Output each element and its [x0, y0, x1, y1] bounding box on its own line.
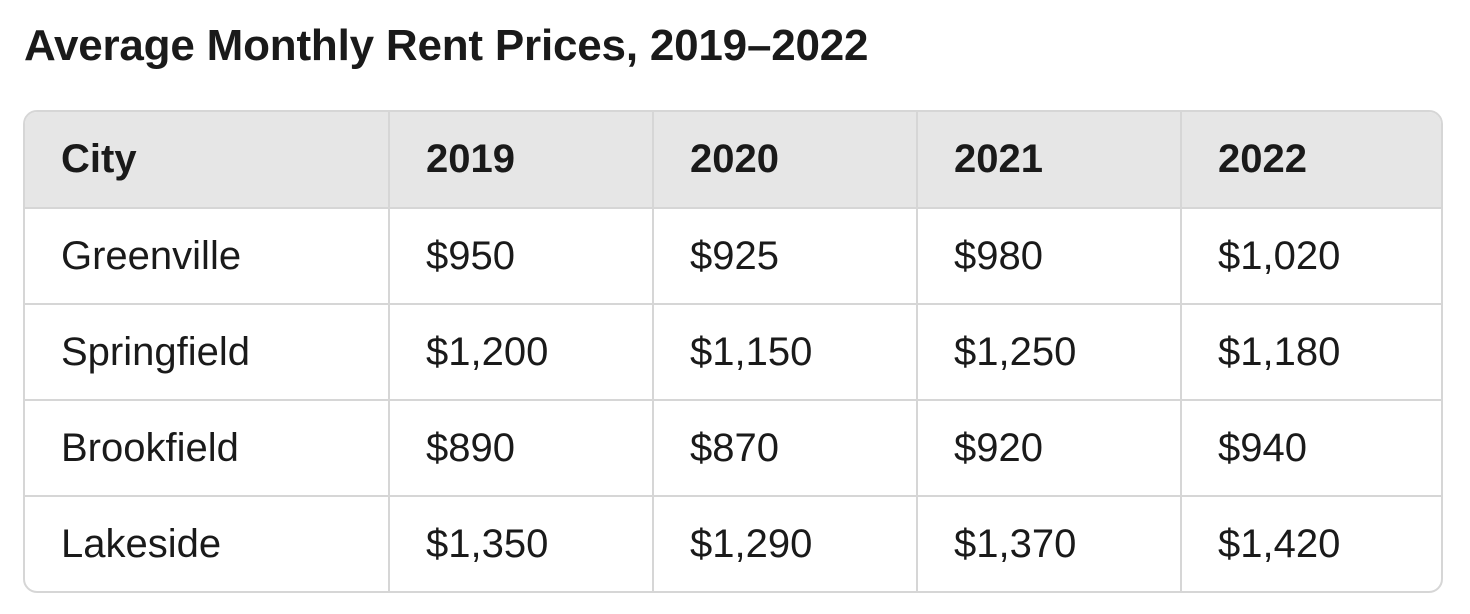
cell-2020: $870 [653, 400, 918, 497]
column-header-2019: 2019 [389, 112, 654, 209]
table-row: Brookfield $890 $870 $920 $940 [25, 400, 1441, 497]
rent-table: City 2019 2020 2021 2022 Greenville $950… [23, 110, 1443, 593]
table-row: Greenville $950 $925 $980 $1,020 [25, 208, 1441, 305]
header-row: City 2019 2020 2021 2022 [25, 112, 1441, 209]
cell-2021: $920 [917, 400, 1182, 497]
cell-2022: $1,420 [1218, 522, 1341, 566]
cell-city: Brookfield [25, 400, 390, 497]
column-header-2021: 2021 [917, 112, 1182, 209]
cell-2021: $1,250 [917, 304, 1182, 401]
table-row: Lakeside $1,350 $1,290 $1,370 $1,420 [25, 496, 1441, 591]
cell-2021: $1,370 [917, 496, 1182, 591]
table-row: Springfield $1,200 $1,150 $1,250 $1,180 [25, 304, 1441, 401]
cell-2020: $925 [653, 208, 918, 305]
cell-2022: $940 [1181, 400, 1441, 497]
cell-2021: $980 [917, 208, 1182, 305]
cell-2019: $1,350 [389, 496, 654, 591]
cell-2019: $890 [389, 400, 654, 497]
column-header-2022: 2022 [1181, 112, 1441, 209]
cell-2020: $1,290 [653, 496, 918, 591]
cell-2020: $1,150 [653, 304, 918, 401]
table-title: Average Monthly Rent Prices, 2019–2022 [24, 21, 869, 70]
cell-2022: $1,180 [1181, 304, 1441, 401]
cell-city: Lakeside [25, 496, 390, 591]
cell-2019: $1,200 [389, 304, 654, 401]
cell-city: Greenville [25, 208, 390, 305]
cell-2022: $1,020 [1181, 208, 1441, 305]
cell-city: Springfield [25, 304, 390, 401]
column-header-2020: 2020 [653, 112, 918, 209]
cell-2019: $950 [389, 208, 654, 305]
column-header-city: City [25, 112, 390, 209]
